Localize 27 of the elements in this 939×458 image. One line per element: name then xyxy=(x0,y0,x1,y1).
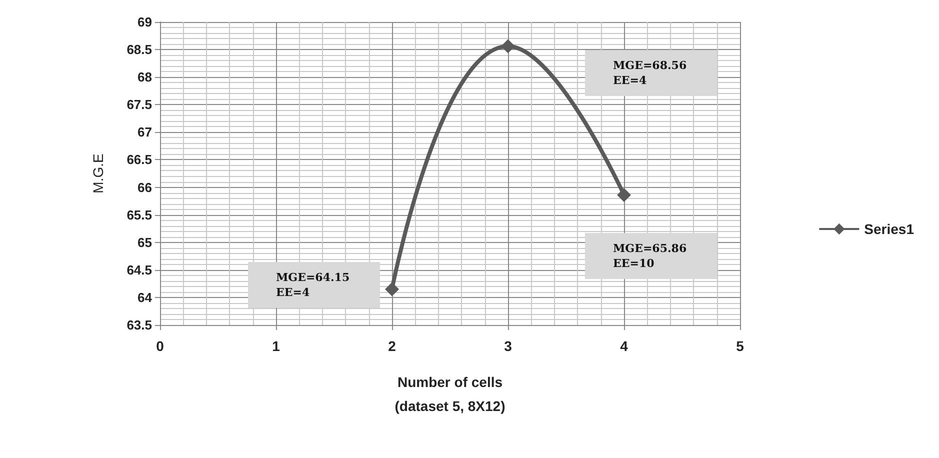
point xyxy=(385,282,399,296)
y-tick-label: 67 xyxy=(138,124,152,140)
y-tick-label: 68.5 xyxy=(126,42,152,58)
point xyxy=(617,188,631,202)
x-tick-label: 2 xyxy=(388,338,396,354)
y-tick-label: 64 xyxy=(138,290,153,305)
x-axis-title: Number of cells (dataset 5, 8X12) xyxy=(394,374,506,414)
y-tick-label: 66 xyxy=(138,180,152,195)
x-tick-label: 4 xyxy=(620,338,628,354)
y-tick-label: 68 xyxy=(138,70,152,85)
y-tick-label: 65 xyxy=(138,234,152,250)
y-tick-label: 67.5 xyxy=(126,97,152,112)
y-tick-label: 65.5 xyxy=(126,207,152,222)
x-tick-label: 1 xyxy=(272,338,280,354)
text-box: MGE=65.86 EE=10 xyxy=(585,233,717,279)
y-axis-title: M.G.E xyxy=(90,154,106,194)
legend-label: Series1 xyxy=(864,221,914,237)
text-box: MGE=68.56 EE=4 xyxy=(585,50,717,96)
y-tick-label: 69 xyxy=(138,14,152,30)
y-tick-label: 66.5 xyxy=(126,152,152,168)
text-box: MGE=64.15 EE=4 xyxy=(248,262,380,308)
y-tick-label: 63.5 xyxy=(126,318,152,332)
x-tick-label: 3 xyxy=(504,338,512,354)
y-tick-label: 64.5 xyxy=(126,262,152,278)
point xyxy=(501,39,515,54)
x-tick-label: 5 xyxy=(736,338,744,354)
x-tick-label: 0 xyxy=(156,338,164,354)
